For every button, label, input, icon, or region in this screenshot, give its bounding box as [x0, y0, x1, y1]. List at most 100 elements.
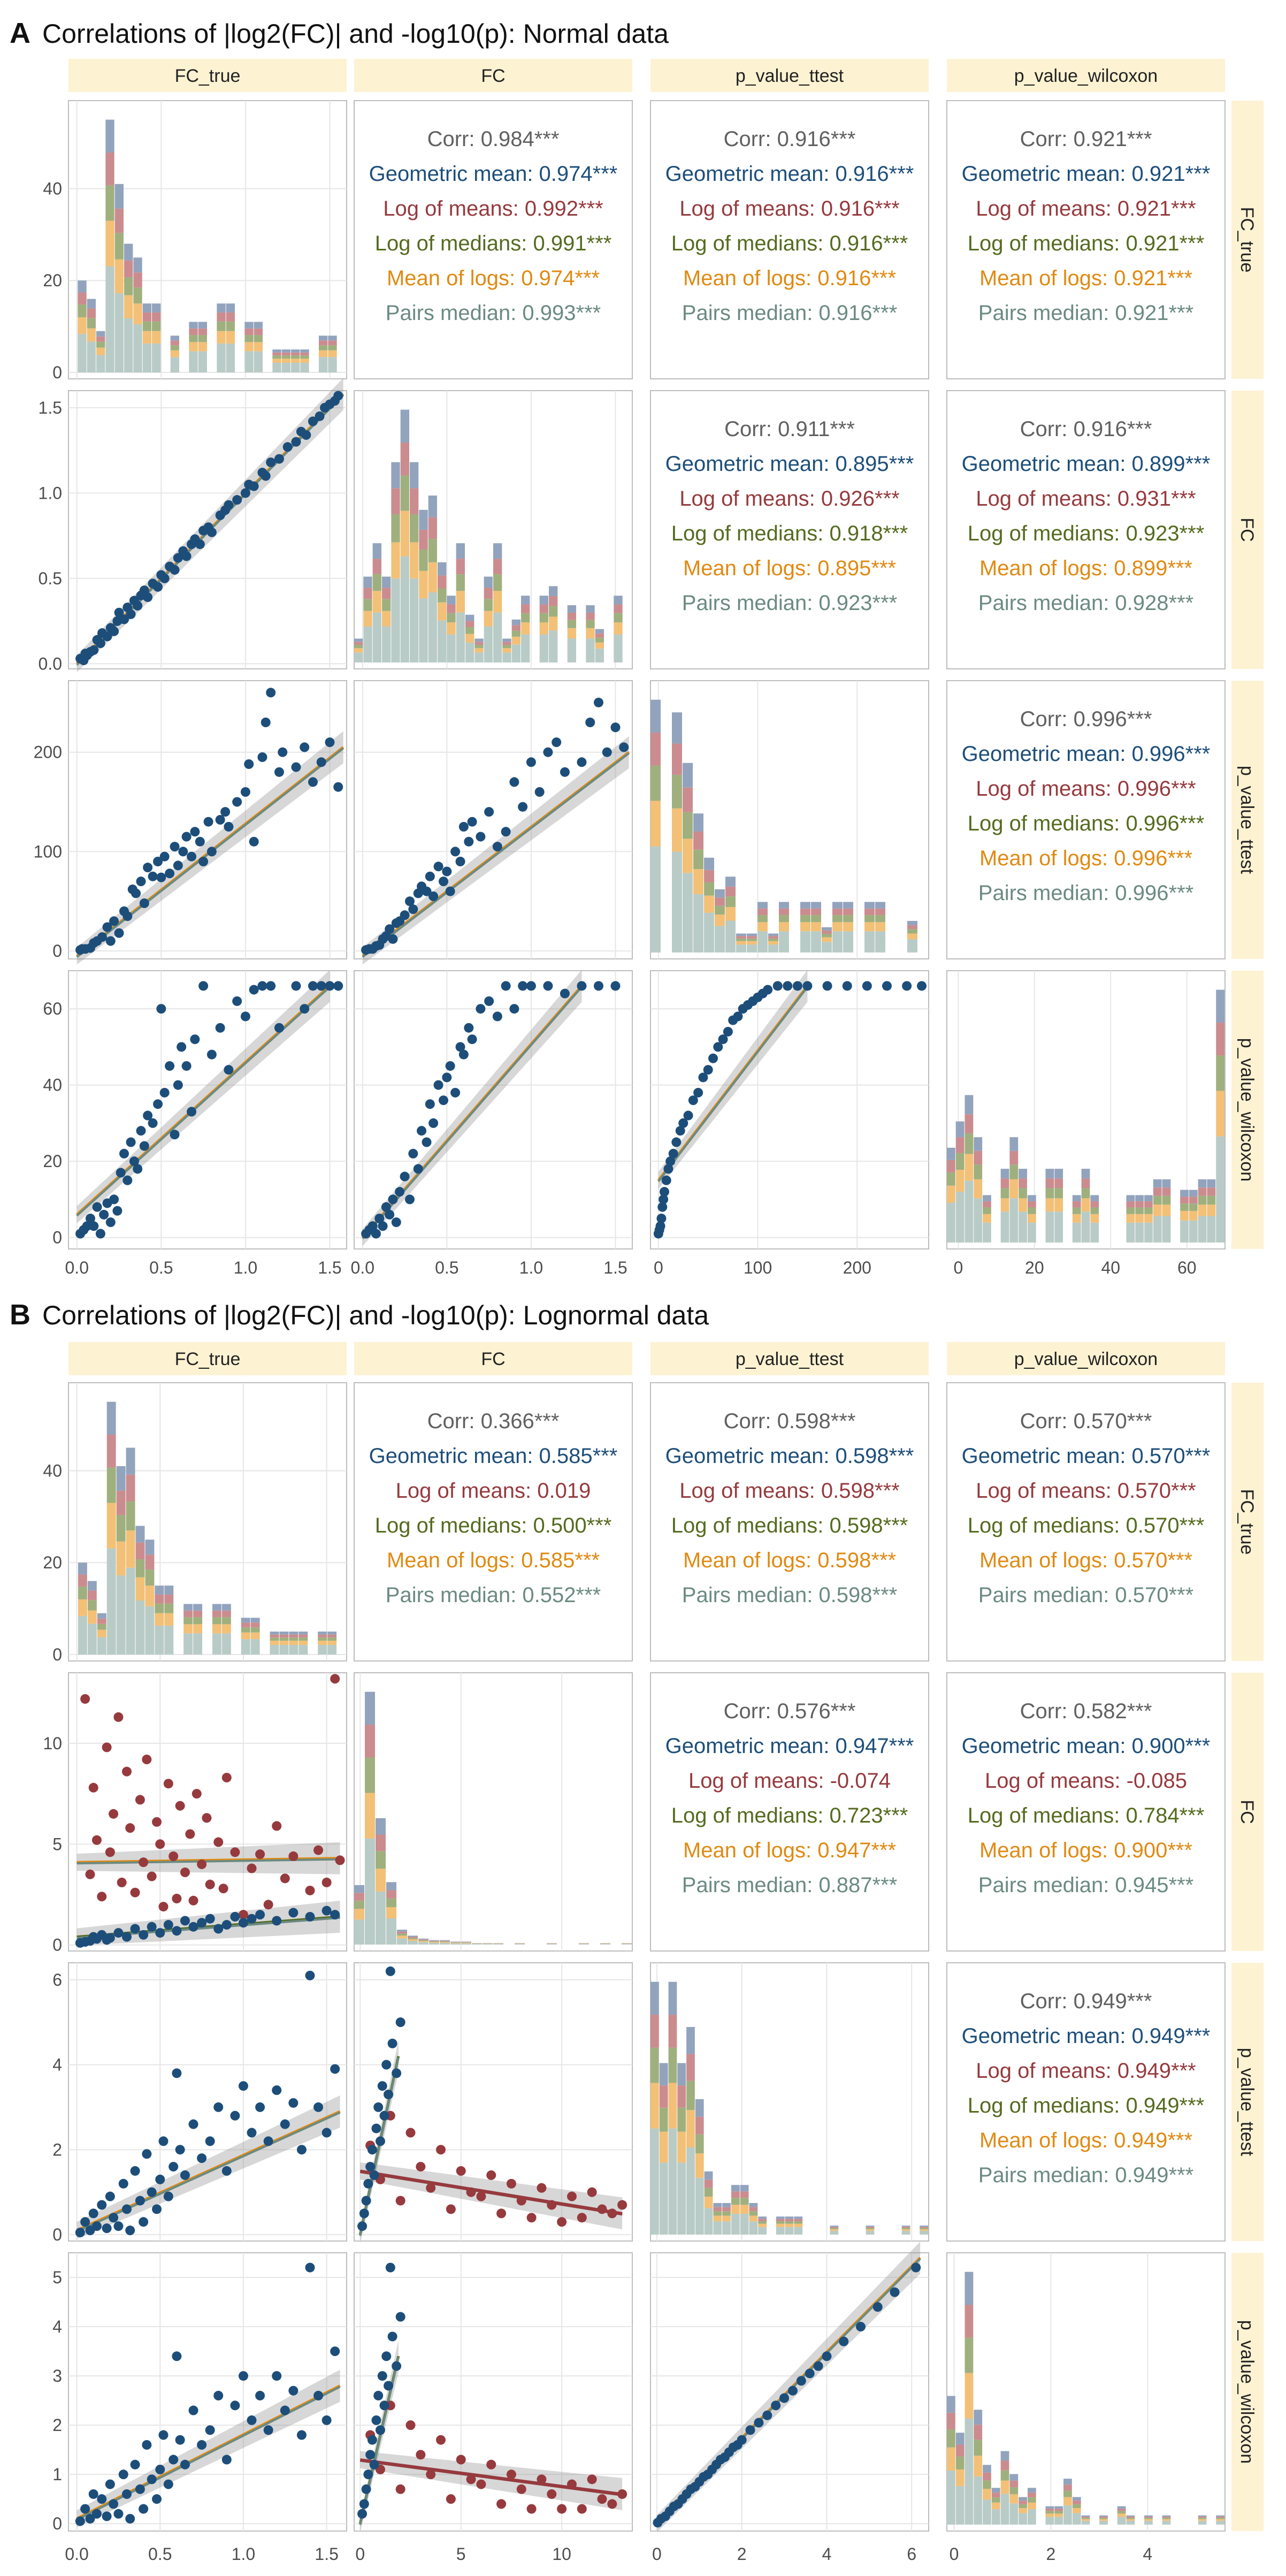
histogram-bar-segment: [875, 902, 885, 909]
scatter-point: [247, 2128, 257, 2138]
scatter-point: [238, 1910, 248, 1920]
histogram-bar-segment: [1019, 2501, 1027, 2504]
histogram-bar-segment: [683, 787, 693, 812]
histogram-bar-segment: [386, 1918, 396, 1945]
histogram-bar-segment: [1027, 2497, 1036, 2503]
histogram-bar-segment: [1019, 1169, 1027, 1179]
histogram-bar-segment: [740, 2191, 749, 2198]
histogram-bar-segment: [875, 915, 885, 923]
histogram-bar-segment: [298, 1641, 308, 1645]
histogram-bar-segment: [289, 1634, 298, 1638]
y-tick-label: 0: [52, 363, 62, 382]
histogram-bar-segment: [722, 2202, 731, 2207]
scatter-point: [272, 1916, 282, 1926]
scatter-point: [142, 2440, 152, 2450]
panel-a-col-strip-label-FC_true: FC_true: [175, 66, 241, 86]
histogram-bar-segment: [693, 894, 703, 952]
histogram-bar-segment: [1000, 1211, 1009, 1243]
cell-frame: [650, 100, 929, 379]
histogram-bar-segment: [832, 902, 843, 909]
regression-line-secondary: [362, 752, 630, 958]
histogram-bar-segment: [794, 2227, 803, 2235]
scatter-point: [316, 981, 326, 991]
histogram-bar-segment: [193, 1610, 203, 1618]
histogram-bar-segment: [740, 2205, 749, 2214]
histogram-bar-segment: [785, 2223, 794, 2227]
scatter-point: [121, 2204, 132, 2214]
correlation-line-1: Geometric mean: 0.921***: [962, 162, 1211, 186]
scatter-point: [232, 797, 242, 807]
histogram-bar-segment: [1198, 1187, 1207, 1196]
histogram-bar-segment: [270, 1634, 279, 1638]
histogram-bar-segment: [974, 2425, 983, 2440]
histogram-bar-segment: [438, 588, 447, 603]
scatter-point: [244, 759, 254, 769]
x-tick-label: 0.5: [148, 2544, 172, 2564]
histogram-bar-segment: [947, 1172, 955, 1186]
x-tick-label: 60: [1177, 1258, 1197, 1277]
scatter-point: [308, 416, 318, 426]
histogram-bar-segment: [1216, 989, 1224, 1023]
histogram-bar-segment: [135, 1526, 145, 1543]
histogram-bar-segment: [1027, 2488, 1036, 2493]
histogram-bar-segment: [672, 851, 682, 952]
cell-frame: [354, 1672, 633, 1952]
scatter-point: [197, 2153, 207, 2163]
histogram-bar-segment: [418, 1941, 428, 1942]
histogram-bar-segment: [722, 2221, 731, 2235]
histogram-bar-segment: [78, 1615, 87, 1655]
scatter-point: [152, 2204, 162, 2214]
histogram-bar-segment: [511, 636, 520, 645]
histogram-bar-segment: [776, 2219, 785, 2222]
histogram-bar-segment: [650, 2015, 659, 2048]
scatter-point: [381, 2351, 392, 2361]
histogram-bar-segment: [87, 1624, 97, 1655]
histogram-bar-segment: [779, 908, 789, 916]
scatter-point: [371, 1229, 381, 1239]
y-tick-label: 1.0: [39, 483, 62, 502]
panel-a: A Correlations of |log2(FC)| and -log10(p…: [10, 17, 1264, 1277]
histogram-bar-segment: [693, 831, 703, 850]
histogram-bar-segment: [428, 592, 437, 662]
scatter-point: [665, 1156, 676, 1167]
histogram-bar-segment: [152, 303, 161, 313]
histogram-bar-segment: [1054, 2506, 1063, 2509]
histogram-bar-segment: [1144, 1222, 1153, 1243]
histogram-bar-segment: [135, 1577, 145, 1601]
histogram-bar-segment: [650, 699, 661, 733]
histogram-bar-segment: [440, 1941, 450, 1943]
scatter-point: [593, 697, 603, 707]
correlation-line-1: Geometric mean: 0.900***: [962, 1734, 1211, 1758]
histogram-bar-segment: [659, 2085, 668, 2108]
histogram-bar-segment: [1027, 2502, 1036, 2510]
scatter-point: [215, 815, 225, 825]
histogram-bar-segment: [901, 2229, 910, 2231]
scatter-point: [156, 872, 166, 882]
histogram-bar-segment: [142, 312, 151, 322]
histogram-bar-segment: [226, 303, 235, 313]
histogram-bar-segment: [289, 1632, 298, 1635]
scatter-point: [272, 1821, 282, 1831]
panel-b-cell-r1-c2: Corr: 0.576***Geometric mean: 0.947***Lo…: [650, 1672, 929, 1952]
histogram-bar-segment: [217, 312, 226, 322]
histogram-bar-segment: [135, 1542, 145, 1560]
histogram-bar-segment: [391, 578, 400, 662]
histogram-bar-segment: [386, 1907, 396, 1918]
scatter-point: [385, 1966, 395, 1976]
histogram-bar-segment: [193, 1604, 203, 1611]
histogram-bar-segment: [991, 2509, 1000, 2525]
panel-b-row-strip-p_value_wilcoxon: [1231, 2253, 1264, 2531]
histogram-bar-segment: [408, 1940, 418, 1945]
scatter-point: [163, 1779, 173, 1789]
histogram-bar-segment: [281, 359, 290, 363]
scatter-point: [445, 1061, 455, 1071]
histogram-bar-segment: [456, 591, 465, 613]
x-tick-label: 4: [822, 2544, 832, 2564]
histogram-bar-segment: [447, 596, 456, 605]
histogram-bar-segment: [907, 925, 917, 929]
histogram-bar-segment: [600, 1944, 610, 1945]
scatter-point: [388, 934, 398, 944]
histogram-bar-segment: [1216, 2518, 1224, 2519]
scatter-point: [230, 2400, 240, 2411]
